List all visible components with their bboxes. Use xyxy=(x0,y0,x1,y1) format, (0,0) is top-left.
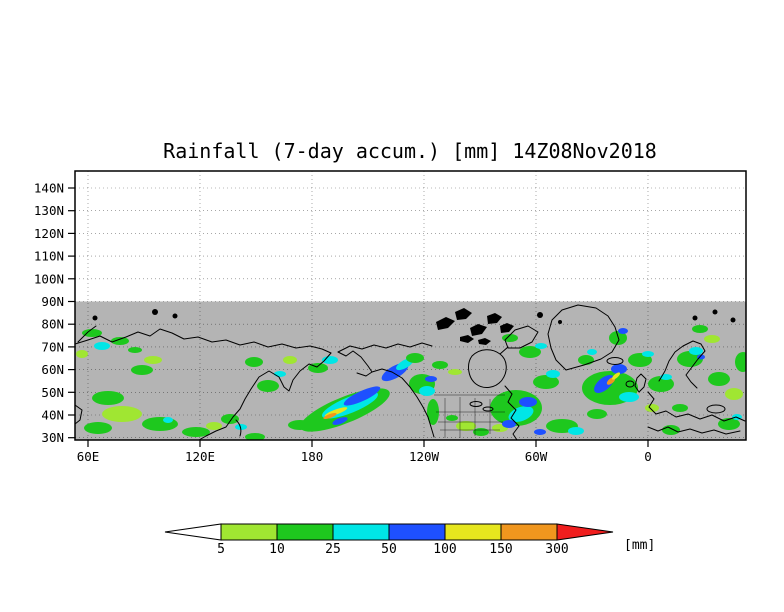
svg-text:10: 10 xyxy=(269,542,285,557)
plot-frame xyxy=(74,170,747,441)
svg-text:150: 150 xyxy=(489,542,512,557)
svg-text:120E: 120E xyxy=(185,449,215,464)
svg-text:0: 0 xyxy=(644,449,652,464)
arctic-islands xyxy=(92,308,736,345)
svg-text:70N: 70N xyxy=(41,339,64,354)
map-area xyxy=(75,304,746,440)
axis-ticks-and-labels: 140N 130N 120N 110N 100N 90N 80N 70N 60N 50N 40N 30… xyxy=(34,181,652,465)
colorbar-unit-label: [mm] xyxy=(624,538,655,553)
coastlines xyxy=(75,304,746,440)
svg-text:90N: 90N xyxy=(41,294,64,309)
svg-text:50: 50 xyxy=(381,542,397,557)
svg-text:25: 25 xyxy=(325,542,341,557)
svg-text:140N: 140N xyxy=(34,181,64,196)
svg-text:50N: 50N xyxy=(41,385,64,400)
svg-text:300: 300 xyxy=(545,542,568,557)
svg-text:100N: 100N xyxy=(34,271,64,286)
svg-text:120N: 120N xyxy=(34,226,64,241)
svg-text:60W: 60W xyxy=(525,449,548,464)
svg-text:180: 180 xyxy=(301,449,324,464)
svg-text:120W: 120W xyxy=(409,449,440,464)
svg-text:130N: 130N xyxy=(34,203,64,218)
svg-text:60E: 60E xyxy=(77,449,100,464)
state-borders xyxy=(434,394,505,438)
svg-text:100: 100 xyxy=(433,542,456,557)
svg-text:30N: 30N xyxy=(41,430,64,445)
map-grey-band xyxy=(75,301,746,440)
svg-text:5: 5 xyxy=(217,542,225,557)
svg-text:60N: 60N xyxy=(41,362,64,377)
colorbar: 5 10 25 50 100 150 300 xyxy=(164,523,614,557)
rainfall-patches xyxy=(76,325,746,440)
svg-text:80N: 80N xyxy=(41,317,64,332)
svg-text:40N: 40N xyxy=(41,408,64,423)
svg-text:110N: 110N xyxy=(34,249,64,264)
chart-title: Rainfall (7-day accum.) [mm] 14Z08Nov201… xyxy=(163,139,657,163)
